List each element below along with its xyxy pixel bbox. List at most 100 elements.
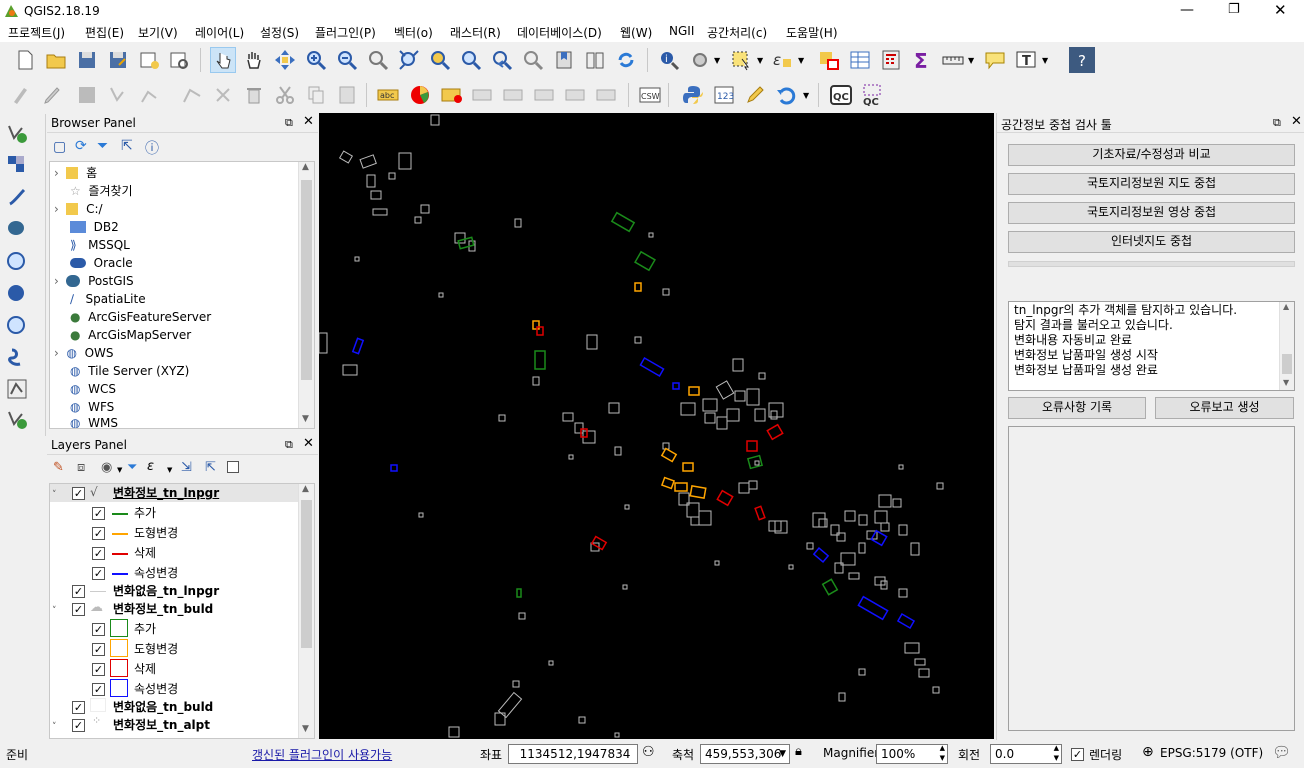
category-checkbox[interactable]: ✓ xyxy=(92,507,105,520)
layer-label[interactable]: 변화정보_tn_lnpgr xyxy=(113,486,220,500)
scroll-thumb[interactable] xyxy=(301,180,312,380)
tree-item-oracle[interactable]: Oracle xyxy=(70,254,133,272)
messages-icon[interactable]: 💬︎ xyxy=(1272,743,1292,761)
category-checkbox[interactable]: ✓ xyxy=(92,663,105,676)
scroll-up-icon[interactable]: ▲ xyxy=(302,484,309,494)
chevron-down-icon[interactable]: ▼ xyxy=(167,466,173,474)
add-postgis-layer-icon[interactable] xyxy=(4,216,30,242)
save-project-icon[interactable] xyxy=(74,47,100,73)
menu-web[interactable]: 웹(W) xyxy=(620,26,653,40)
statistics-sigma-icon[interactable]: Σ xyxy=(909,47,935,73)
menu-settings[interactable]: 설정(S) xyxy=(260,26,300,40)
touch-zoom-pan-icon[interactable] xyxy=(210,47,236,73)
menu-vector[interactable]: 벡터(o) xyxy=(394,26,433,40)
add-delimited-text-icon[interactable] xyxy=(4,344,30,370)
layer-checkbox[interactable]: ✓ xyxy=(72,585,85,598)
zoom-native-icon[interactable] xyxy=(365,47,391,73)
field-calculator-icon[interactable] xyxy=(878,47,904,73)
category-checkbox[interactable]: ✓ xyxy=(92,547,105,560)
add-wfs-layer-icon[interactable] xyxy=(4,312,30,338)
collapse-all-icon[interactable]: ⇱ xyxy=(205,460,216,475)
map-tips-icon[interactable] xyxy=(982,47,1008,73)
layer-diagram-icon[interactable] xyxy=(407,82,433,108)
move-label-icon[interactable] xyxy=(532,82,558,108)
menu-edit[interactable]: 편집(E) xyxy=(85,26,125,40)
zoom-next-icon[interactable] xyxy=(520,47,546,73)
category-checkbox[interactable]: ✓ xyxy=(92,683,105,696)
menu-processing[interactable]: 공간처리(c) xyxy=(707,26,768,40)
open-styling-icon[interactable]: ✎ xyxy=(53,460,64,475)
refresh-icon[interactable] xyxy=(613,47,639,73)
layer-checkbox[interactable]: ✓ xyxy=(72,701,85,714)
copy-features-icon[interactable] xyxy=(303,82,329,108)
delete-selected-partial-icon[interactable] xyxy=(210,82,236,108)
scale-field[interactable]: 459,553,306 ▼ xyxy=(700,744,790,764)
zoom-full-icon[interactable] xyxy=(396,47,422,73)
tree-item-wfs[interactable]: ◍ WFS xyxy=(70,400,115,414)
close-panel-icon[interactable]: ✕ xyxy=(303,114,314,129)
current-edits-icon[interactable] xyxy=(8,82,34,108)
layer-label[interactable]: 변화없음_tn_lnpgr xyxy=(113,584,220,598)
pin-labels-icon[interactable] xyxy=(439,82,465,108)
tree-item-arcgis-map[interactable]: ● ArcGisMapServer xyxy=(70,328,192,342)
tree-item-ows[interactable]: › ◍ OWS xyxy=(54,346,114,360)
scroll-down-icon[interactable]: ▼ xyxy=(302,414,309,424)
internet-map-overlay-button[interactable]: 인터넷지도 중첩 xyxy=(1008,231,1295,253)
tree-item-db2[interactable]: DB2 xyxy=(70,218,119,236)
toggle-editing-icon[interactable] xyxy=(38,82,64,108)
float-panel-icon[interactable]: ⧉ xyxy=(285,438,293,451)
tree-item-favorites[interactable]: ☆ 즐겨찾기 xyxy=(70,184,133,198)
new-bookmark-icon[interactable] xyxy=(551,47,577,73)
chevron-down-icon[interactable]: ▼ xyxy=(803,91,810,100)
edit-pencil-icon[interactable] xyxy=(742,82,768,108)
crs-globe-icon[interactable]: ⊕ xyxy=(1142,744,1154,760)
minimize-icon[interactable]: — xyxy=(1180,2,1194,18)
node-tool-icon[interactable] xyxy=(179,82,205,108)
chevron-down-icon[interactable]: ▼ xyxy=(779,749,786,759)
expand-arrow-icon[interactable]: ˅ xyxy=(52,606,57,616)
layer-label[interactable]: 변화정보_tn_buld xyxy=(113,602,214,616)
select-features-icon[interactable] xyxy=(728,47,754,73)
lock-icon[interactable]: 🔒︎ xyxy=(795,744,802,759)
float-panel-icon[interactable]: ⧉ xyxy=(285,116,293,129)
scroll-up-icon[interactable]: ▲ xyxy=(1283,302,1290,311)
tree-item-c-drive[interactable]: › C:/ xyxy=(54,202,103,216)
log-textarea[interactable]: tn_lnpgr의 추가 객체를 탐지하고 있습니다. 탐지 결과를 불러오고 … xyxy=(1008,301,1295,391)
layer-labeling-icon[interactable]: abc xyxy=(375,82,401,108)
new-project-icon[interactable] xyxy=(12,47,38,73)
layer-checkbox[interactable]: ✓ xyxy=(72,487,85,500)
layer-group-alpt[interactable]: ˅ xyxy=(52,716,57,734)
open-project-icon[interactable] xyxy=(43,47,69,73)
plugin-update-link[interactable]: 갱신된 플러그인이 사용가능 xyxy=(252,748,393,762)
menu-plugins[interactable]: 플러그인(P) xyxy=(315,26,376,40)
spinner-icon[interactable]: ▲ ▼ xyxy=(1053,744,1059,762)
layer-label[interactable]: 변화정보_tn_alpt xyxy=(113,718,210,732)
qc-check-icon[interactable]: QC xyxy=(828,82,854,108)
filter-expression-icon[interactable]: ε xyxy=(147,459,155,474)
filter-icon[interactable]: ⏷ xyxy=(97,138,109,154)
identify-icon[interactable]: i xyxy=(656,47,682,73)
manage-visibility-icon[interactable]: ◉ xyxy=(101,460,113,475)
add-raster-layer-icon[interactable] xyxy=(4,152,30,178)
crs-label[interactable]: EPSG:5179 (OTF) xyxy=(1160,746,1264,760)
scroll-down-icon[interactable]: ▼ xyxy=(1283,378,1290,387)
scroll-thumb[interactable] xyxy=(301,500,312,648)
save-edits-icon[interactable] xyxy=(74,82,100,108)
menu-project[interactable]: 프로젝트(J) xyxy=(8,26,66,40)
rotate-label-icon[interactable] xyxy=(563,82,589,108)
run-action-icon[interactable] xyxy=(687,47,713,73)
pan-map-icon[interactable] xyxy=(241,47,267,73)
scroll-down-icon[interactable]: ▼ xyxy=(302,724,309,734)
chevron-down-icon[interactable]: ▼ xyxy=(714,56,721,65)
tree-item-mssql[interactable]: ⟫ MSSQL xyxy=(70,238,130,252)
tree-item-home[interactable]: › 홈 xyxy=(54,166,98,180)
cut-features-icon[interactable] xyxy=(272,82,298,108)
help-icon[interactable]: ? xyxy=(1069,47,1095,73)
category-checkbox[interactable]: ✓ xyxy=(92,623,105,636)
move-feature-icon[interactable] xyxy=(137,82,163,108)
text-annotation-icon[interactable]: T xyxy=(1013,47,1039,73)
layer-checkbox[interactable]: ✓ xyxy=(72,603,85,616)
select-by-expression-icon[interactable]: ε xyxy=(769,47,795,73)
menu-layer[interactable]: 레이어(L) xyxy=(195,26,245,40)
new-spatialite-layer-icon[interactable] xyxy=(4,406,30,432)
